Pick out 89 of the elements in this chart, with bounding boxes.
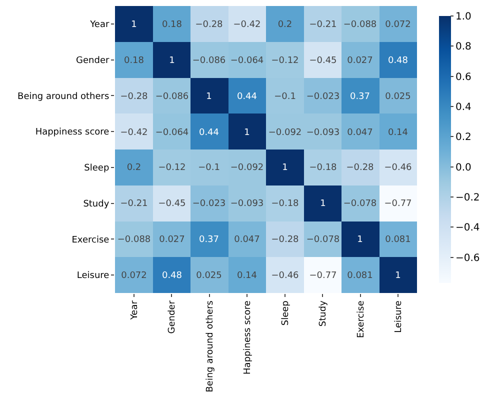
x-tick-label: Study bbox=[318, 300, 329, 327]
data-label: 0.047 bbox=[234, 235, 260, 246]
data-label: −0.28 bbox=[346, 163, 374, 174]
data-label: 0.072 bbox=[385, 20, 411, 30]
data-label: 1 bbox=[282, 163, 288, 174]
data-label: −0.023 bbox=[192, 199, 226, 210]
y-tick-label: Happiness score bbox=[35, 128, 110, 138]
data-label: 0.44 bbox=[236, 92, 258, 102]
y-tick-label: Being around others bbox=[18, 92, 110, 102]
data-label: 1 bbox=[357, 235, 363, 246]
data-label: −0.77 bbox=[309, 271, 337, 282]
data-label: −0.088 bbox=[117, 235, 151, 246]
data-label: 0.2 bbox=[278, 20, 292, 30]
data-label: 0.047 bbox=[347, 128, 373, 138]
color-bar-label: 0.0 bbox=[456, 162, 472, 174]
data-label: 0.37 bbox=[350, 92, 370, 102]
data-label: −0.064 bbox=[155, 128, 189, 138]
y-tick-label: Exercise bbox=[72, 235, 110, 246]
data-label: 0.48 bbox=[388, 56, 408, 66]
data-label: −0.086 bbox=[192, 56, 226, 66]
color-bar-label: 0.2 bbox=[456, 132, 472, 144]
data-label: 1 bbox=[206, 92, 212, 102]
data-label: 0.072 bbox=[121, 271, 147, 282]
color-bar-label: 0.6 bbox=[456, 72, 472, 83]
data-label: −0.078 bbox=[343, 199, 377, 210]
data-label: −0.064 bbox=[230, 56, 264, 66]
data-label: 0.2 bbox=[126, 163, 142, 174]
data-label: −0.46 bbox=[384, 163, 412, 174]
data-label: −0.18 bbox=[309, 163, 338, 174]
data-label: 0.14 bbox=[388, 128, 408, 138]
data-label: −0.77 bbox=[384, 199, 412, 210]
data-label: −0.023 bbox=[306, 92, 340, 102]
data-label: 1 bbox=[131, 20, 137, 30]
data-label: −0.45 bbox=[158, 199, 186, 210]
data-label: −0.28 bbox=[120, 92, 148, 102]
data-label: 1 bbox=[169, 56, 175, 66]
y-tick-label: Gender bbox=[76, 56, 110, 66]
y-tick-label: Leisure bbox=[76, 271, 110, 282]
data-label: −0.086 bbox=[155, 92, 189, 102]
data-label: −0.42 bbox=[233, 20, 261, 30]
x-tick-label: Happiness score bbox=[243, 300, 254, 374]
y-tick-label: Year bbox=[89, 20, 110, 30]
data-label: 0.18 bbox=[124, 56, 144, 66]
data-label: 0.081 bbox=[385, 235, 411, 246]
x-tick-label: Gender bbox=[168, 300, 178, 334]
x-tick-label: Year bbox=[130, 300, 140, 321]
color-bar-label: 0.4 bbox=[456, 102, 472, 114]
data-label: 0.18 bbox=[162, 20, 182, 30]
data-label: −0.21 bbox=[309, 20, 337, 30]
color-bar-label: −0.6 bbox=[456, 252, 480, 264]
data-label: −0.093 bbox=[306, 128, 340, 138]
data-label: −0.092 bbox=[230, 163, 264, 174]
data-label: −0.092 bbox=[268, 128, 302, 138]
color-bar-label: −0.2 bbox=[456, 192, 480, 204]
data-label: −0.088 bbox=[343, 20, 377, 30]
data-label: −0.21 bbox=[120, 199, 148, 210]
data-label: 0.081 bbox=[347, 271, 373, 282]
data-label: −0.1 bbox=[198, 163, 220, 174]
data-label: 1 bbox=[244, 128, 250, 138]
data-label: 1 bbox=[395, 271, 401, 282]
data-label: −0.28 bbox=[271, 235, 300, 246]
data-label: 0.025 bbox=[196, 271, 222, 282]
color-bar-label: −0.4 bbox=[456, 222, 480, 234]
y-tick-label: Sleep bbox=[84, 164, 110, 174]
data-label: −0.46 bbox=[271, 271, 300, 282]
data-label: −0.12 bbox=[271, 56, 299, 66]
data-label: 0.37 bbox=[198, 235, 220, 246]
data-label: 0.027 bbox=[347, 56, 373, 66]
data-label: −0.45 bbox=[309, 56, 337, 66]
color-bar-label: 0.8 bbox=[456, 42, 472, 53]
data-label: 0.027 bbox=[159, 235, 185, 246]
x-tick-label: Being around others bbox=[205, 300, 216, 392]
data-label: 0.44 bbox=[198, 128, 220, 138]
data-label: −0.078 bbox=[306, 235, 340, 246]
data-label: −0.093 bbox=[230, 199, 264, 210]
data-label: 0.14 bbox=[236, 271, 258, 282]
data-label: −0.1 bbox=[274, 92, 296, 102]
y-tick-label: Study bbox=[83, 199, 110, 210]
x-tick-label: Sleep bbox=[280, 300, 291, 326]
x-tick-label: Exercise bbox=[356, 300, 366, 338]
data-label: 0.025 bbox=[385, 92, 411, 102]
data-label: −0.12 bbox=[158, 163, 186, 174]
data-label: 1 bbox=[320, 199, 326, 210]
data-label: 0.48 bbox=[162, 271, 182, 282]
x-tick-label: Leisure bbox=[394, 300, 404, 333]
data-label: −0.28 bbox=[195, 20, 224, 30]
data-label: −0.42 bbox=[120, 128, 148, 138]
color-bar-label: 1.0 bbox=[456, 12, 472, 22]
data-label: −0.18 bbox=[271, 199, 300, 210]
